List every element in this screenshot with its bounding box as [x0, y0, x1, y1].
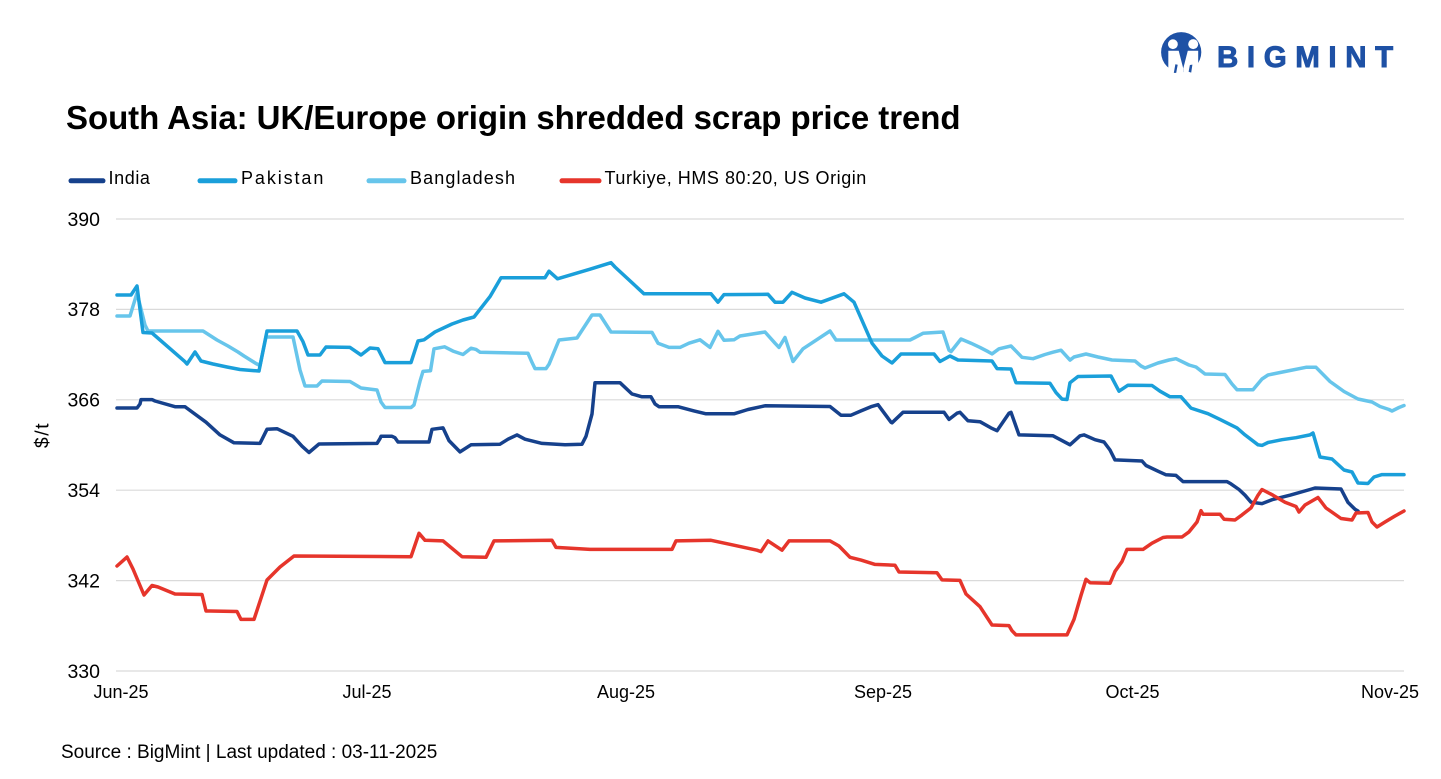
svg-text:390: 390 — [67, 209, 100, 231]
svg-text:354: 354 — [67, 480, 100, 502]
svg-text:Aug-25: Aug-25 — [597, 682, 655, 702]
svg-text:Jul-25: Jul-25 — [342, 682, 391, 702]
svg-text:366: 366 — [67, 390, 100, 412]
svg-text:Oct-25: Oct-25 — [1105, 682, 1159, 702]
svg-text:Jun-25: Jun-25 — [93, 682, 148, 702]
svg-text:342: 342 — [67, 570, 100, 592]
svg-text:Turkiye, HMS 80:20, US Origin: Turkiye, HMS 80:20, US Origin — [605, 168, 867, 188]
svg-text:$/t: $/t — [32, 422, 54, 448]
svg-text:BIGMINT: BIGMINT — [1217, 41, 1402, 74]
svg-text:India: India — [109, 168, 151, 188]
svg-text:Sep-25: Sep-25 — [854, 682, 912, 702]
svg-text:330: 330 — [67, 661, 100, 683]
svg-text:Bangladesh: Bangladesh — [410, 168, 516, 188]
svg-text:Nov-25: Nov-25 — [1361, 682, 1419, 702]
svg-text:378: 378 — [67, 299, 100, 321]
svg-text:Pakistan: Pakistan — [241, 168, 325, 188]
